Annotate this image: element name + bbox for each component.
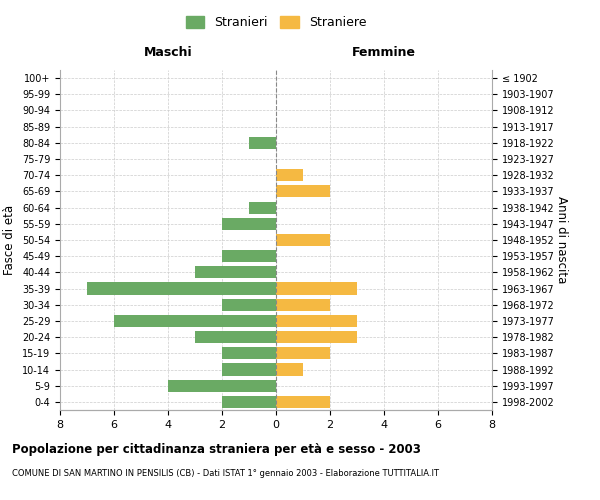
Bar — [222, 364, 276, 376]
Bar — [276, 282, 357, 294]
Bar — [114, 315, 276, 327]
Bar — [276, 348, 330, 360]
Bar — [222, 250, 276, 262]
Bar — [276, 298, 330, 311]
Bar — [276, 234, 330, 246]
Text: Femmine: Femmine — [352, 46, 416, 59]
Bar — [276, 169, 303, 181]
Bar — [276, 364, 303, 376]
Legend: Stranieri, Straniere: Stranieri, Straniere — [181, 11, 371, 34]
Y-axis label: Fasce di età: Fasce di età — [4, 205, 16, 275]
Bar — [276, 315, 357, 327]
Text: Maschi: Maschi — [143, 46, 193, 59]
Bar — [87, 282, 276, 294]
Bar — [168, 380, 276, 392]
Bar — [222, 298, 276, 311]
Bar — [195, 266, 276, 278]
Text: COMUNE DI SAN MARTINO IN PENSILIS (CB) - Dati ISTAT 1° gennaio 2003 - Elaborazio: COMUNE DI SAN MARTINO IN PENSILIS (CB) -… — [12, 468, 439, 477]
Bar — [222, 218, 276, 230]
Bar — [222, 348, 276, 360]
Bar — [249, 202, 276, 213]
Y-axis label: Anni di nascita: Anni di nascita — [556, 196, 568, 284]
Text: Popolazione per cittadinanza straniera per età e sesso - 2003: Popolazione per cittadinanza straniera p… — [12, 442, 421, 456]
Bar — [222, 396, 276, 408]
Bar — [249, 137, 276, 149]
Bar — [276, 186, 330, 198]
Bar — [276, 396, 330, 408]
Bar — [276, 331, 357, 343]
Bar — [195, 331, 276, 343]
